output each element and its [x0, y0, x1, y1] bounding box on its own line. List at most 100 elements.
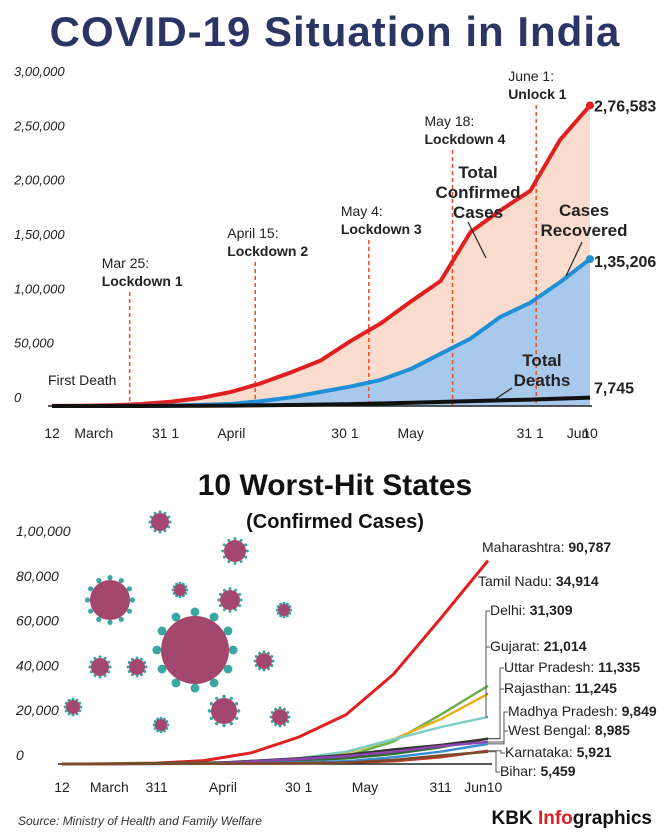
virus-spike [98, 655, 102, 659]
state-label-leader [488, 711, 508, 743]
virus-spike [229, 696, 233, 701]
state-name: Delhi: [490, 602, 530, 618]
virus-spike [222, 723, 226, 728]
x-tick-label: 31 1 [517, 425, 544, 441]
virus-spike [71, 697, 75, 701]
x-tick-label: 30 1 [331, 425, 358, 441]
state-name: Maharashtra: [482, 539, 568, 555]
virus-illustration [272, 709, 288, 725]
virus-illustration [155, 719, 167, 731]
state-name: West Bengal: [508, 722, 595, 738]
confirmed-end-value: 2,76,583 [594, 98, 656, 115]
deaths-label-leader [493, 387, 513, 401]
virus-spike [152, 723, 156, 727]
virus-spike [236, 709, 241, 713]
y-tick-label: 3,00,000 [14, 64, 65, 79]
state-label-maharashtra: Maharashtra: 90,787 [482, 539, 611, 555]
recovered-label-leader [565, 241, 583, 277]
virus-spike [289, 608, 293, 612]
virus-spike [239, 560, 243, 564]
state-name: Uttar Pradesh: [504, 659, 598, 675]
virus-spike [234, 702, 239, 706]
virus-spike [158, 530, 162, 534]
x-tick-label: Jun10 [464, 779, 502, 795]
virus-spike [107, 575, 113, 581]
event-name-lockdown-4: Lockdown 4 [425, 131, 506, 147]
virus-spike [223, 664, 233, 674]
x-tick-label: 30 1 [285, 779, 312, 795]
recovered-end-dot [586, 255, 594, 264]
states-chart-subtitle: (Confirmed Cases) [246, 511, 424, 533]
first-death-label: First Death [48, 372, 116, 388]
virus-spike [149, 525, 153, 529]
x-tick-label: April [209, 779, 237, 795]
y-tick-label: 40,000 [16, 657, 59, 673]
virus-spike [93, 656, 97, 660]
virus-spike [271, 659, 275, 663]
x-tick-label: 31 1 [152, 425, 179, 441]
y-tick-label: 1,50,000 [14, 227, 65, 242]
virus-spike [149, 515, 153, 519]
virus-spike [88, 586, 94, 592]
virus-spike [209, 716, 214, 720]
virus-spike [159, 730, 163, 734]
y-tick-label: 0 [16, 747, 24, 763]
deaths-label: Total [522, 351, 561, 370]
x-tick-label: May [397, 425, 423, 441]
virus-spike [135, 656, 139, 660]
virus-spike [171, 678, 181, 688]
state-label-delhi: Delhi: 31,309 [490, 602, 573, 618]
confirmed-end-dot [586, 101, 594, 110]
y-tick-label: 50,000 [14, 336, 55, 351]
virus-spike [190, 607, 200, 617]
virus-spike [126, 608, 132, 614]
virus-illustration [129, 659, 145, 675]
state-label-leader [485, 646, 490, 718]
state-name: Tamil Nadu: [478, 573, 556, 589]
virus-illustration [211, 698, 237, 724]
virus-spike [233, 561, 237, 565]
confirmed-label: Cases [453, 203, 503, 222]
state-label-karnataka: Karnataka: 5,921 [505, 744, 612, 760]
virus-spike [222, 555, 226, 559]
state-name: Gujarat: [490, 638, 544, 654]
virus-spike [209, 678, 219, 688]
state-label-gujarat: Gujarat: 21,014 [490, 638, 587, 654]
virus-spike [278, 724, 282, 728]
recovered-end-value: 1,35,206 [594, 254, 656, 271]
virus-spike [93, 674, 97, 678]
virus-illustration [224, 540, 246, 562]
y-tick-label: 0 [14, 390, 22, 405]
total-cases-area-chart: 0 50,000 1,00,000 1,50,000 2,00,000 2,50,000 3… [13, 64, 656, 441]
virus-spike [262, 650, 266, 654]
virus-spike [108, 665, 112, 669]
virus-spike [209, 612, 219, 622]
virus-spike [103, 656, 107, 660]
state-label-leader [488, 667, 504, 740]
virus-spike [222, 543, 226, 547]
page-title: COVID-19 Situation in India [49, 8, 621, 55]
virus-spike [178, 595, 182, 599]
virus-spike [126, 665, 130, 669]
state-name: Bihar: [500, 763, 540, 779]
state-value: 90,787 [568, 539, 611, 555]
virus-spike [190, 683, 200, 693]
x-tick-label: April [217, 425, 245, 441]
virus-spike [234, 716, 239, 720]
virus-illustration [66, 700, 80, 714]
virus-spike [85, 597, 91, 603]
virus-spike [167, 515, 171, 519]
y-tick-label: 60,000 [16, 613, 59, 629]
virus-spike [282, 601, 286, 605]
virus-spike [152, 645, 162, 655]
state-label-leader [488, 688, 504, 740]
virus-spike [118, 578, 124, 584]
event-date-unlock-1: June 1: [508, 68, 554, 84]
state-label-uttar-pradesh: Uttar Pradesh: 11,335 [504, 659, 640, 675]
virus-spike [153, 529, 157, 533]
x-tick-label: 12 [44, 425, 60, 441]
event-date-lockdown-3: May 4: [341, 203, 383, 219]
virus-spike [135, 674, 139, 678]
state-value: 11,335 [598, 659, 640, 675]
